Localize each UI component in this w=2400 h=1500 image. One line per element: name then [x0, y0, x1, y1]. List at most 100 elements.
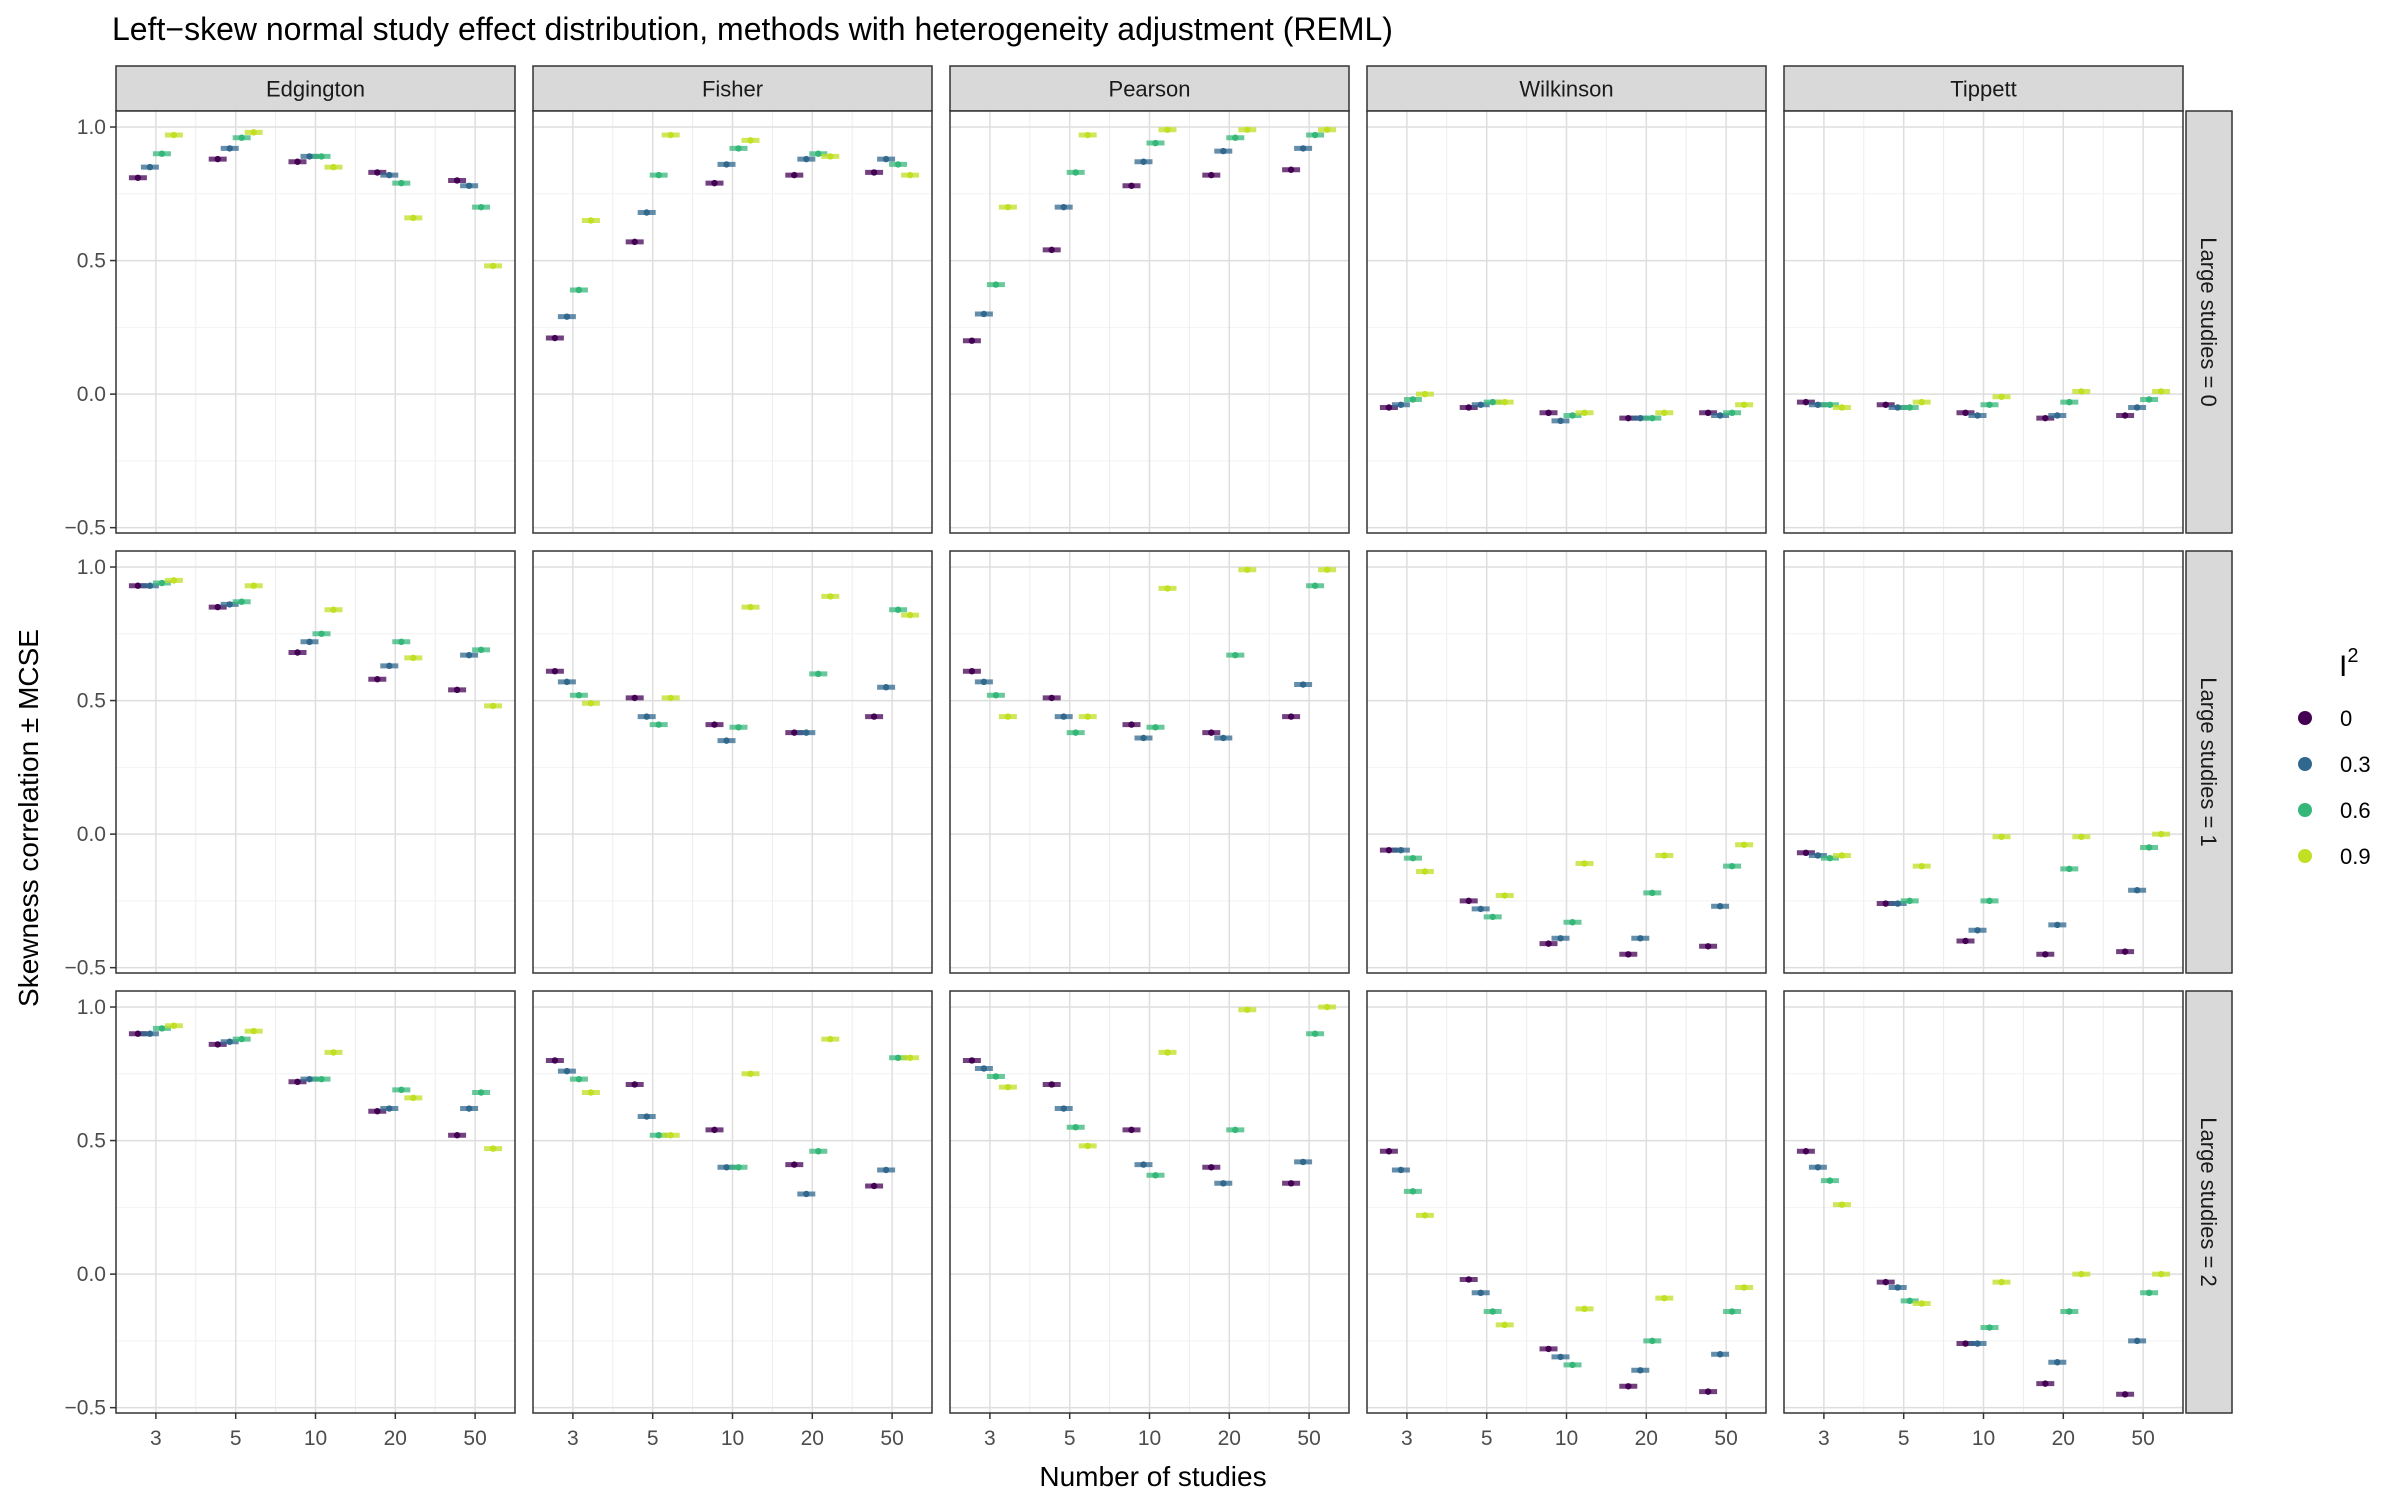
data-point	[1421, 868, 1429, 875]
x-tick-label: 50	[2131, 1427, 2154, 1450]
panel-border	[1366, 550, 1767, 974]
data-point	[1409, 1188, 1417, 1195]
data-point	[2145, 1289, 2153, 1297]
data-point	[2157, 1270, 2165, 1278]
y-tick-label: 0.5	[77, 1130, 106, 1153]
legend: I2 0 0.3 0.6 0.9	[2298, 645, 2371, 869]
column-strip-bg	[532, 65, 933, 112]
column-strip-label: Wilkinson	[1519, 77, 1613, 102]
y-tick-label: −0.5	[65, 957, 106, 980]
data-point	[1569, 1361, 1576, 1369]
data-point	[723, 737, 730, 744]
data-point	[1299, 145, 1307, 152]
panel-tippett-row-1	[1783, 550, 2184, 974]
data-point	[2078, 1270, 2085, 1278]
data-point	[980, 678, 988, 686]
x-tick-label: 3	[150, 1427, 162, 1450]
data-point	[992, 281, 1000, 288]
data-point	[803, 1190, 810, 1198]
data-point	[1244, 1006, 1251, 1013]
x-tick-label: 3	[567, 1427, 579, 1450]
data-point	[1152, 724, 1159, 731]
data-point	[2042, 414, 2049, 422]
row-strip-label: Large studies = 1	[2196, 677, 2221, 846]
legend-item: 0.9	[2298, 844, 2371, 869]
data-point	[992, 692, 1000, 699]
data-point	[374, 169, 381, 176]
data-point	[1323, 1003, 1331, 1011]
data-point	[1220, 734, 1227, 742]
data-point	[1072, 169, 1079, 176]
x-tick-label: 20	[384, 1427, 407, 1450]
data-point	[1649, 414, 1656, 422]
data-point	[587, 700, 595, 707]
data-point	[1477, 1289, 1484, 1297]
data-point	[1704, 409, 1712, 417]
data-point	[1164, 126, 1171, 133]
data-point	[294, 649, 301, 656]
column-strip-tippett: Tippett	[1783, 65, 2184, 112]
data-point	[2066, 1308, 2073, 1315]
legend-item: 0	[2298, 706, 2352, 731]
data-point	[1716, 412, 1724, 419]
panel-tippett-row-2: 3 5 10 20 50	[1783, 990, 2184, 1450]
x-tick-label: 5	[1898, 1427, 1910, 1450]
data-point	[1649, 889, 1656, 897]
data-point	[870, 169, 878, 176]
panel-edgington-row-1: −0.5 0.0 0.5 1.0	[65, 550, 516, 980]
data-point	[906, 171, 914, 179]
data-point	[1311, 131, 1319, 139]
data-point	[2054, 412, 2061, 419]
column-strip-fisher: Fisher	[532, 65, 933, 112]
data-point	[870, 713, 878, 720]
data-point	[1986, 1324, 1993, 1331]
data-point	[1220, 147, 1227, 155]
data-point	[226, 601, 233, 608]
data-point	[453, 177, 461, 184]
data-point	[1894, 1284, 1901, 1291]
x-tick-label: 50	[463, 1427, 486, 1450]
data-point	[1287, 713, 1295, 720]
data-point	[723, 1164, 730, 1171]
x-tick-label: 5	[1064, 1427, 1076, 1450]
data-point	[410, 654, 417, 662]
data-point	[655, 721, 662, 728]
data-point	[1299, 681, 1307, 688]
data-point	[1802, 398, 1810, 406]
data-point	[465, 651, 473, 659]
data-point	[906, 1054, 914, 1061]
data-point	[330, 163, 337, 171]
data-point	[1569, 919, 1576, 926]
data-point	[1060, 1105, 1067, 1112]
data-point	[1894, 404, 1901, 411]
data-point	[1581, 409, 1588, 417]
data-point	[1140, 734, 1147, 742]
panel-border	[532, 550, 933, 974]
column-strip-label: Edgington	[266, 77, 365, 102]
data-point	[815, 1148, 822, 1155]
data-point	[2042, 1380, 2049, 1387]
data-point	[330, 1049, 337, 1056]
data-point	[1072, 1124, 1079, 1131]
data-point	[1409, 396, 1417, 403]
x-axis-title: Number of studies	[1039, 1461, 1266, 1492]
data-point	[238, 598, 245, 605]
data-point	[2145, 396, 2153, 403]
column-strip-label: Pearson	[1109, 77, 1191, 102]
data-point	[1814, 1164, 1822, 1171]
data-point	[1244, 566, 1251, 573]
y-tick-label: 0.0	[77, 823, 106, 846]
data-point	[1140, 1161, 1147, 1168]
data-point	[489, 702, 497, 710]
data-point	[398, 1086, 405, 1094]
data-point	[398, 179, 405, 187]
y-tick-label: 1.0	[77, 556, 106, 579]
data-point	[551, 667, 559, 675]
data-point	[563, 1067, 571, 1075]
data-point	[146, 163, 154, 171]
data-point	[294, 1078, 301, 1086]
panel-fisher-row-1	[532, 550, 933, 974]
data-point	[170, 577, 178, 584]
panel-border	[115, 110, 516, 534]
data-point	[747, 1070, 754, 1077]
